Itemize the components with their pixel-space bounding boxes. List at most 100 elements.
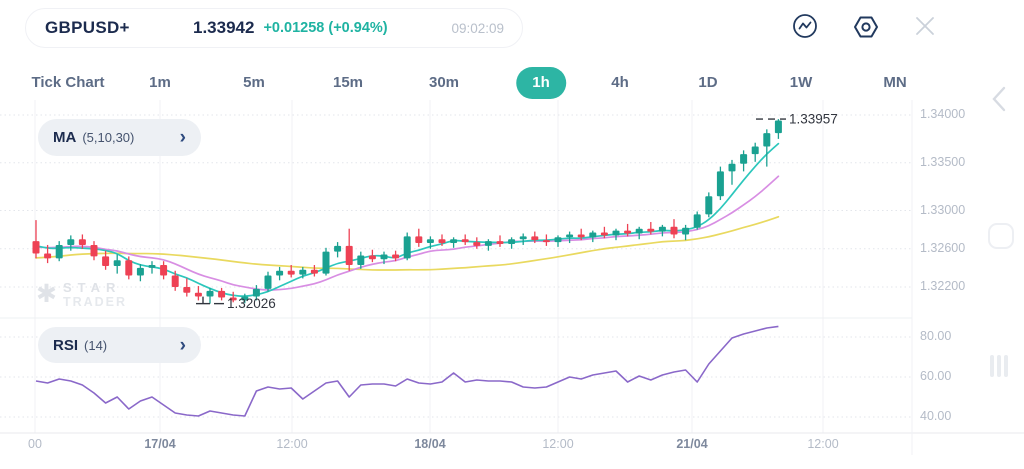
chart-tool-button[interactable] <box>988 223 1014 249</box>
candle <box>218 287 226 301</box>
candle <box>194 286 202 301</box>
candle <box>171 270 179 291</box>
candle <box>264 271 272 292</box>
time-label: 12:00 <box>276 437 308 451</box>
settings-button[interactable] <box>852 13 880 41</box>
candle <box>496 235 504 247</box>
candle <box>44 244 52 264</box>
tab-15m[interactable]: 15m <box>332 74 364 91</box>
candle <box>612 228 620 241</box>
candle <box>751 142 759 162</box>
candle <box>148 261 156 274</box>
tab-1d[interactable]: 1D <box>698 74 718 91</box>
candle <box>682 224 690 241</box>
candle <box>334 242 342 258</box>
candle <box>554 235 562 247</box>
candle <box>345 228 353 271</box>
price-label: 1.33500 <box>920 154 966 169</box>
symbol-summary-pill[interactable]: GBPUSD+ 1.33942 +0.01258 (+0.94%) 09:02:… <box>25 8 523 48</box>
symbol-name: GBPUSD+ <box>45 18 130 37</box>
candle <box>67 235 75 251</box>
time-label: 12:00 <box>807 437 839 451</box>
indicators-button[interactable] <box>791 13 819 41</box>
candle <box>519 233 527 245</box>
candle <box>508 237 516 249</box>
candle <box>415 228 423 247</box>
candle <box>473 237 481 249</box>
time-label: 18/04 <box>414 437 446 451</box>
candle <box>403 232 411 261</box>
candle <box>392 250 400 262</box>
candle <box>774 119 782 139</box>
pane-resize-handle[interactable] <box>990 355 1008 377</box>
candle <box>380 251 388 265</box>
candle <box>357 251 365 269</box>
candle <box>670 219 678 239</box>
candle <box>635 226 643 240</box>
time-label: 00 <box>28 437 42 451</box>
price-change: +0.01258 (+0.94%) <box>263 20 388 36</box>
ma-label: MA <box>53 129 77 146</box>
candle <box>461 234 469 245</box>
candle <box>276 266 284 281</box>
tab-1m[interactable]: 1m <box>149 74 171 91</box>
candle <box>252 285 260 301</box>
rsi-params: (14) <box>84 337 108 353</box>
candle <box>600 226 608 239</box>
ma-indicator-button[interactable]: MA (5,10,30) › <box>38 119 201 156</box>
price-label: 1.34000 <box>920 107 966 121</box>
rsi-label: 60.00 <box>920 369 952 383</box>
chevron-right-icon: › <box>179 334 186 356</box>
candle <box>32 220 40 259</box>
tab-30m[interactable]: 30m <box>428 74 460 91</box>
candle <box>705 192 713 218</box>
candle <box>241 293 249 304</box>
rsi-label: RSI <box>53 336 79 354</box>
svg-text:1.33957: 1.33957 <box>789 112 838 127</box>
server-time: 09:02:09 <box>451 20 504 36</box>
star-logo-icon: ✱ <box>36 280 57 308</box>
candle <box>647 222 655 235</box>
candle <box>310 265 318 277</box>
candle <box>624 223 632 237</box>
time-label: 21/04 <box>676 437 708 451</box>
low-annotation: 1.32026 <box>196 296 276 311</box>
candle <box>716 166 724 201</box>
candle <box>55 241 63 262</box>
watermark: ✱ STAR TRADER <box>36 280 127 309</box>
candle <box>542 234 550 246</box>
candle <box>531 231 539 244</box>
collapse-panel-button[interactable] <box>986 84 1014 116</box>
rsi-label: 80.00 <box>920 329 952 343</box>
candle <box>229 291 237 303</box>
tab-5m[interactable]: 5m <box>243 74 265 91</box>
tab-4h[interactable]: 4h <box>611 74 629 91</box>
candle <box>78 234 86 249</box>
close-button[interactable] <box>911 13 939 41</box>
candle <box>577 228 585 241</box>
candle <box>125 256 133 280</box>
candle <box>368 249 376 263</box>
price-label: 1.33000 <box>920 202 966 217</box>
candle <box>589 230 597 243</box>
candle <box>728 159 736 185</box>
candle <box>90 241 98 261</box>
tab-tick-chart[interactable]: Tick Chart <box>31 74 105 91</box>
rsi-line <box>35 325 779 417</box>
chevron-right-icon: › <box>179 127 186 148</box>
pulse-chart-icon <box>793 14 817 38</box>
candle <box>450 237 458 248</box>
candlesticks <box>32 119 782 304</box>
rsi-indicator-button[interactable]: RSI (14) › <box>38 327 201 363</box>
candle <box>438 234 446 246</box>
tab-1w[interactable]: 1W <box>789 74 813 91</box>
candle <box>740 150 748 172</box>
time-label: 17/04 <box>144 437 176 451</box>
candle <box>113 254 121 274</box>
tab-1h[interactable]: 1h <box>516 67 566 99</box>
price-label: 1.32600 <box>920 240 966 255</box>
timeframe-tabs: Tick Chart 1m 5m 15m 30m 1h 4h 1D 1W MN <box>0 66 960 100</box>
tab-mn[interactable]: MN <box>883 74 907 91</box>
